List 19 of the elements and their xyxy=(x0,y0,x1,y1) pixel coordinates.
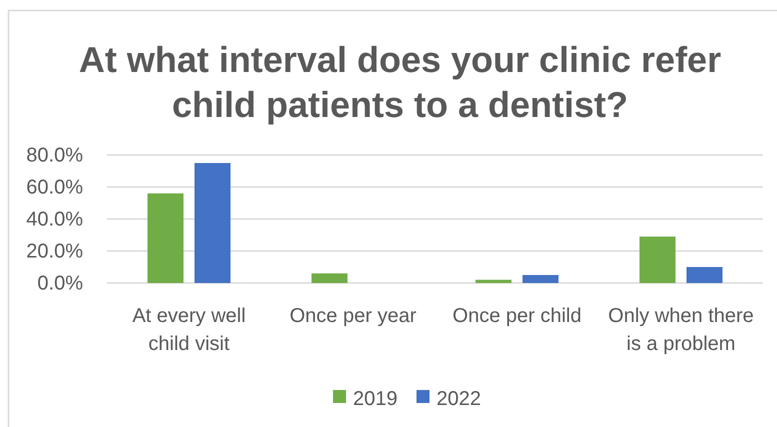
x-tick-label: Once per child xyxy=(452,305,582,327)
bar xyxy=(522,275,558,283)
legend-label: 2022 xyxy=(436,388,481,410)
y-tick-label: 0.0% xyxy=(37,272,84,294)
y-tick-label: 80.0% xyxy=(26,144,84,166)
x-tick-label: Only when there is a problem xyxy=(608,305,754,355)
bar xyxy=(312,273,348,283)
x-tick-label: Once per year xyxy=(290,305,417,327)
bar xyxy=(686,267,722,283)
bar xyxy=(476,280,512,283)
bar xyxy=(148,193,184,283)
chart-title: At what interval does your clinic refer child patients to a dentist? xyxy=(78,39,722,125)
y-tick-label: 20.0% xyxy=(26,240,84,262)
y-tick-label: 60.0% xyxy=(26,176,84,198)
x-tick-label: At every well child visit xyxy=(132,305,246,355)
y-tick-label: 40.0% xyxy=(26,208,84,230)
bar xyxy=(640,236,676,283)
bar xyxy=(194,163,230,283)
legend-label: 2019 xyxy=(353,388,398,410)
